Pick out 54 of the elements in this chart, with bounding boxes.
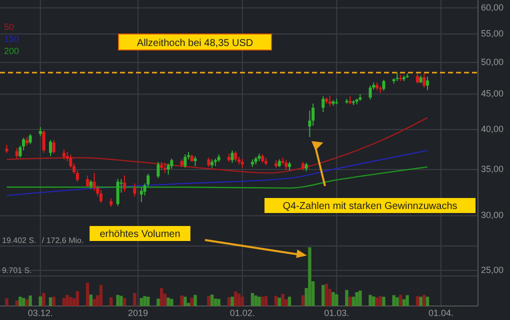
candlestick xyxy=(184,154,187,168)
y-tick-label: 50,00 xyxy=(481,56,504,67)
candlestick xyxy=(15,148,18,160)
candlestick xyxy=(426,76,430,91)
candlestick xyxy=(86,175,90,189)
candlestick xyxy=(207,157,210,168)
x-tick-label: 03.12. xyxy=(28,308,53,318)
line-series xyxy=(6,117,428,174)
candlestick xyxy=(89,179,92,190)
candlestick xyxy=(194,156,197,167)
candlestick xyxy=(284,160,288,170)
y-tick-label: 45,00 xyxy=(481,88,504,99)
candlestick xyxy=(382,79,386,92)
candlestick xyxy=(42,130,46,154)
candlestick xyxy=(38,126,42,137)
y-tick-label: 35,00 xyxy=(481,164,504,174)
candlestick xyxy=(99,189,102,204)
candlestick xyxy=(322,96,325,112)
candlestick xyxy=(123,175,126,192)
y-tick-label: 30,00 xyxy=(481,210,504,220)
y2-tick-label: 9.701 S. xyxy=(2,266,32,276)
annotation: Q4-Zahlen mit starken Gewinnzuwachs xyxy=(282,201,458,212)
y-tick-label: 40,00 xyxy=(481,124,504,134)
candlestick xyxy=(48,140,52,157)
y2-tick-label: 19.402 S. xyxy=(2,236,36,246)
candlestick xyxy=(328,94,332,107)
y-tick-label: 55,00 xyxy=(481,28,504,38)
y-tick-label: 60,00 xyxy=(481,2,504,12)
y-tick-label: 25,00 xyxy=(481,264,504,275)
candlestick xyxy=(62,149,66,160)
candlestick xyxy=(416,73,419,84)
text: 50 xyxy=(4,22,14,32)
text: 200 xyxy=(4,46,20,56)
line-series xyxy=(6,150,428,196)
candlestick xyxy=(116,178,120,206)
annotation: erhöhtes Volumen xyxy=(100,229,180,240)
candlestick xyxy=(234,150,238,162)
candlestick xyxy=(230,150,234,164)
annotation: / 172,6 Mio. xyxy=(42,236,84,246)
candlestick xyxy=(240,158,244,168)
candlestick xyxy=(140,186,143,203)
x-tick-label: 01.04. xyxy=(428,308,454,318)
ref-line-label: Allzeithoch bei 48,35 USD xyxy=(136,38,254,49)
x-tick-label: 01.03. xyxy=(324,308,350,318)
candlestick xyxy=(422,73,426,88)
x-tick-label: 2019 xyxy=(128,308,148,318)
text: 150 xyxy=(4,34,20,44)
line-series xyxy=(6,166,428,189)
candlestick xyxy=(156,161,160,179)
candlestick xyxy=(133,183,136,197)
candlestick xyxy=(28,133,32,145)
x-tick-label: 01.02. xyxy=(230,308,255,318)
candlestick xyxy=(52,140,56,154)
candlestick xyxy=(368,85,372,100)
